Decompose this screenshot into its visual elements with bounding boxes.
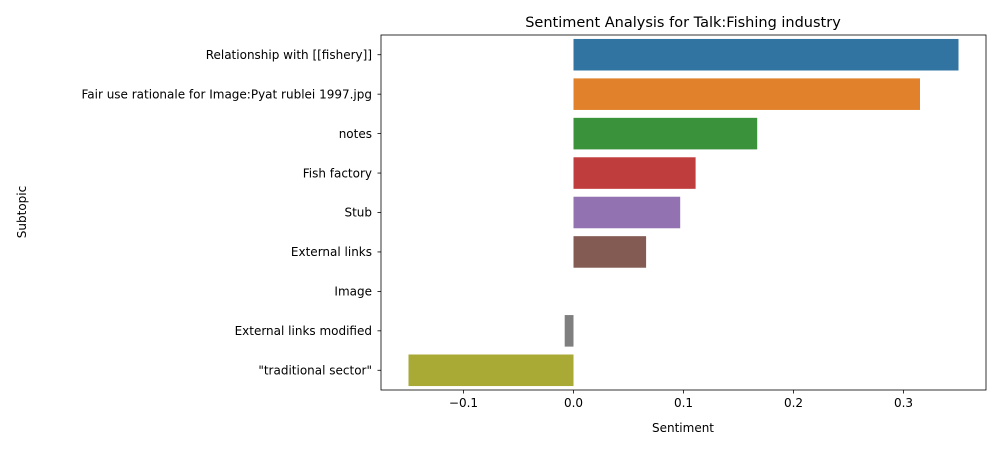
y-tick-label: External links modified xyxy=(235,324,372,338)
bar-1 xyxy=(573,78,920,110)
x-tick-label: 0.3 xyxy=(894,396,913,410)
x-tick-label: 0.1 xyxy=(674,396,693,410)
y-tick-label: Relationship with [[fishery]] xyxy=(206,48,372,62)
x-ticks: −0.1 0.0 0.1 0.2 0.3 xyxy=(449,390,913,410)
y-tick-label: Stub xyxy=(344,206,372,220)
y-tick-label: Fish factory xyxy=(303,166,372,180)
y-tick-labels: Relationship with [[fishery]] Fair use ra… xyxy=(81,48,381,377)
bar-0 xyxy=(573,38,959,71)
y-tick-label: notes xyxy=(339,127,372,141)
bar-8 xyxy=(408,354,574,387)
x-axis-title: Sentiment xyxy=(652,421,714,435)
y-tick-label: Fair use rationale for Image:Pyat rublei… xyxy=(81,87,372,101)
bar-2 xyxy=(573,117,758,150)
y-tick-label: "traditional sector" xyxy=(258,363,372,377)
x-tick-label: 0.0 xyxy=(564,396,583,410)
plot-frame xyxy=(380,34,987,391)
y-tick-label: Image xyxy=(334,285,372,299)
y-axis-title: Subtopic xyxy=(15,186,29,238)
chart-title: Sentiment Analysis for Talk:Fishing indu… xyxy=(525,15,841,31)
bar-4 xyxy=(573,196,681,229)
y-tick-label: External links xyxy=(291,245,372,259)
bar-3 xyxy=(573,157,696,189)
x-tick-label: 0.2 xyxy=(784,396,803,410)
x-tick-label: −0.1 xyxy=(449,396,478,410)
bar-7 xyxy=(564,315,574,347)
bar-5 xyxy=(573,236,647,268)
bars-group xyxy=(408,38,959,387)
